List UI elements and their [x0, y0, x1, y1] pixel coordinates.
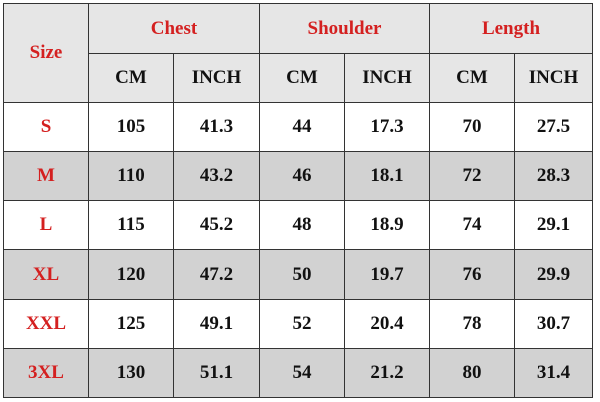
unit-header: CM [88, 53, 174, 103]
measurement-cell: 51.1 [173, 347, 260, 399]
measurement-cell: 74 [429, 200, 515, 251]
measurement-cell: 43.2 [173, 151, 260, 202]
measurement-cell: 52 [259, 298, 345, 349]
measurement-cell: 29.1 [514, 200, 593, 251]
measurement-cell: 45.2 [173, 200, 260, 251]
measurement-cell: 44 [259, 101, 345, 153]
size-chart-table: Size Chest Shoulder Length CM INCH CM IN… [3, 3, 593, 399]
measurement-cell: 19.7 [344, 249, 430, 300]
measurement-cell: 29.9 [514, 249, 593, 300]
table-row: 3XL 130 51.1 54 21.2 80 31.4 [3, 347, 593, 399]
measurement-cell: 27.5 [514, 101, 593, 153]
shoulder-header: Shoulder [259, 3, 430, 54]
measurement-cell: 20.4 [344, 298, 430, 349]
measurement-cell: 130 [88, 347, 174, 399]
measurement-cell: 28.3 [514, 151, 593, 202]
size-cell: S [3, 101, 89, 153]
measurement-cell: 105 [88, 101, 174, 153]
size-cell: M [3, 151, 89, 202]
measurement-cell: 54 [259, 347, 345, 399]
measurement-cell: 120 [88, 249, 174, 300]
unit-header: CM [259, 53, 345, 103]
table-row: M 110 43.2 46 18.1 72 28.3 [3, 151, 593, 202]
measurement-cell: 18.9 [344, 200, 430, 251]
measurement-cell: 41.3 [173, 101, 260, 153]
measurement-cell: 30.7 [514, 298, 593, 349]
table-row: XL 120 47.2 50 19.7 76 29.9 [3, 249, 593, 300]
size-cell: XL [3, 249, 89, 300]
measurement-cell: 72 [429, 151, 515, 202]
measurement-cell: 125 [88, 298, 174, 349]
measurement-cell: 115 [88, 200, 174, 251]
measurement-cell: 76 [429, 249, 515, 300]
measurement-cell: 47.2 [173, 249, 260, 300]
length-header: Length [429, 3, 593, 54]
measurement-cell: 17.3 [344, 101, 430, 153]
measurement-cell: 46 [259, 151, 345, 202]
measurement-cell: 110 [88, 151, 174, 202]
measurement-cell: 49.1 [173, 298, 260, 349]
unit-header: INCH [514, 53, 593, 103]
measurement-cell: 18.1 [344, 151, 430, 202]
measurement-cell: 21.2 [344, 347, 430, 399]
unit-header: CM [429, 53, 515, 103]
unit-header: INCH [173, 53, 260, 103]
size-cell: 3XL [3, 347, 89, 399]
table-row: S 105 41.3 44 17.3 70 27.5 [3, 101, 593, 153]
table-row: L 115 45.2 48 18.9 74 29.1 [3, 200, 593, 251]
chest-header: Chest [88, 3, 260, 54]
measurement-cell: 50 [259, 249, 345, 300]
unit-header: INCH [344, 53, 430, 103]
measurement-cell: 31.4 [514, 347, 593, 399]
measurement-cell: 80 [429, 347, 515, 399]
size-cell: XXL [3, 298, 89, 349]
size-header: Size [3, 3, 89, 103]
table-row: XXL 125 49.1 52 20.4 78 30.7 [3, 298, 593, 349]
measurement-cell: 78 [429, 298, 515, 349]
size-cell: L [3, 200, 89, 251]
measurement-cell: 48 [259, 200, 345, 251]
measurement-cell: 70 [429, 101, 515, 153]
